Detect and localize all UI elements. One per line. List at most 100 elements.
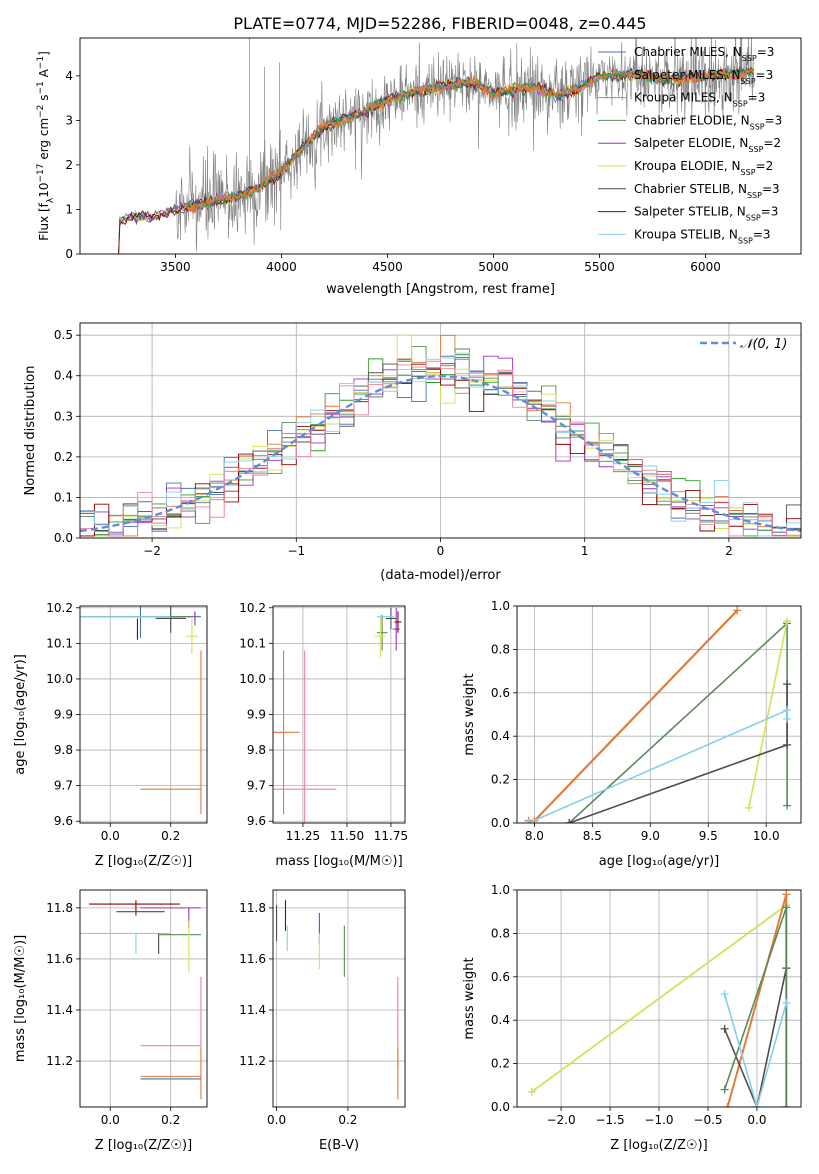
x-tick-label: 0.0	[267, 1113, 286, 1127]
legend-name: Salpeter MILES, N	[634, 68, 741, 82]
legend-tail: =3	[765, 113, 783, 127]
legend-tail: =2	[763, 136, 781, 150]
weight-series	[723, 993, 788, 1107]
legend-entry: Salpeter ELODIE, NSSP=2	[634, 136, 781, 154]
weight-marker	[782, 1103, 791, 1107]
y-tick-label: 0.0	[491, 816, 510, 830]
y-tick-label: 9.8	[54, 743, 73, 757]
plot-area	[116, 38, 755, 254]
panel-weight-vs-age: 8.0 8.5 9.0 9.5 10.0 0.0 0.2 0.4 0.6 0.8 1.0 age [l…	[462, 599, 802, 869]
weight-marker	[782, 890, 791, 899]
label-part: −17	[36, 164, 46, 183]
x-tick-label: 11.25	[286, 829, 320, 843]
label-part: ]	[37, 51, 51, 56]
x-tick-label: −1	[287, 544, 305, 558]
plot-area	[517, 890, 801, 1107]
axes-frame	[79, 37, 802, 255]
weight-marker	[565, 819, 574, 823]
y-tick-label: 9.8	[247, 743, 266, 757]
x-tick-label: 11.50	[330, 829, 364, 843]
legend-name: Chabrier ELODIE, N	[634, 113, 750, 127]
panel-mass-vs-Z: 0.0 0.2 11.2 11.4 11.6 11.8 Z [log₁₀(Z/Z☉)] mas…	[13, 889, 208, 1153]
weight-marker	[733, 606, 742, 615]
panel-residuals: −2 −1 0 1 2 0.0 0.1 0.2 0.3 0.4 0.5 (data-model)/er…	[23, 322, 802, 583]
x-tick-label: 10.0	[753, 829, 780, 843]
x-tick-label: 4000	[266, 260, 297, 274]
x-tick-label: 0	[437, 544, 445, 558]
y-tick-label: 11.6	[239, 952, 266, 966]
x-tick-label: 5500	[584, 260, 615, 274]
y-tick-label: 11.2	[46, 1054, 73, 1068]
x-axis-label: E(B-V)	[319, 1138, 359, 1153]
normal-curve	[80, 374, 801, 533]
legend-entry: Salpeter STELIB, NSSP=3	[634, 205, 778, 223]
panel-weight-vs-Z: −2.0 −1.5 −1.0 −0.5 0.0 0.0 0.2 0.4 0.6 0.8 1.0 Z […	[462, 883, 802, 1153]
y-tick-label: 9.9	[247, 708, 266, 722]
weight-marker	[783, 714, 792, 723]
x-tick-label: −1.5	[595, 1113, 624, 1127]
y-tick-label: 0.2	[491, 1057, 510, 1071]
legend-sub: SSP	[733, 99, 748, 108]
y-tick-label: 11.4	[46, 1003, 73, 1017]
legend-entry: Kroupa ELODIE, NSSP=2	[634, 159, 773, 177]
x-axis-label: Z [log₁₀(Z/Z☉)]	[95, 1138, 192, 1153]
panel-spectrum: 3500 4000 4500 5000 5500 6000 0 1 2 3 4 wavelength …	[36, 37, 802, 297]
x-tick-label: 11.75	[374, 829, 408, 843]
legend-tail: =2	[756, 159, 774, 173]
y-axis-label: mass [log₁₀(M/M☉)]	[13, 935, 28, 1062]
y-tick-label: 2	[65, 158, 73, 172]
y-tick-label: 11.8	[239, 901, 266, 915]
weight-marker	[783, 617, 792, 626]
y-tick-label: 0.4	[491, 729, 510, 743]
label-part: Flux [f	[37, 202, 51, 240]
x-tick-label: 0.0	[101, 1113, 120, 1127]
axes-frame	[516, 889, 802, 1108]
label-part: s	[37, 95, 51, 105]
label-part: A	[37, 68, 51, 81]
legend-sub: SSP	[742, 54, 757, 63]
weight-series	[748, 621, 788, 808]
x-tick-label: 0.2	[161, 829, 180, 843]
y-tick-label: 3	[65, 113, 73, 127]
y-tick-label: 1.0	[491, 599, 510, 613]
histogram-series	[80, 360, 801, 537]
plot-area	[517, 606, 801, 823]
y-tick-label: 0.0	[491, 1100, 510, 1114]
axes-frame	[272, 605, 406, 824]
weight-marker	[752, 1103, 761, 1107]
y-tick-label: 9.7	[54, 779, 73, 793]
y-tick-label: 10.2	[46, 601, 73, 615]
x-tick-label: 9.0	[641, 829, 660, 843]
legend-name: Kroupa MILES, N	[634, 91, 733, 105]
legend-sub: SSP	[741, 168, 756, 177]
y-tick-label: 1	[65, 202, 73, 216]
panel-mass-vs-EBV: 0.0 0.2 11.2 11.4 11.6 11.8 E(B-V)	[239, 889, 406, 1153]
figure-title: PLATE=0774, MJD=52286, FIBERID=0048, z=0…	[233, 14, 646, 33]
x-tick-label: 9.5	[699, 829, 718, 843]
x-axis-label: Z [log₁₀(Z/Z☉)]	[95, 854, 192, 869]
weight-marker	[720, 1024, 729, 1033]
weight-marker	[783, 706, 792, 715]
y-axis-label: mass weight	[462, 673, 477, 755]
legend-entry: 𝒩(0, 1)	[740, 337, 787, 352]
y-tick-label: 0	[65, 247, 73, 261]
y-tick-label: 11.6	[46, 952, 73, 966]
y-axis-label: Normed distribution	[23, 366, 38, 496]
panel-age-vs-Z: 0.0 0.2 9.6 9.7 9.8 9.9 10.0 10.1 10.2 Z [log₁₀(Z…	[13, 601, 208, 869]
legend-tail: =3	[753, 227, 771, 241]
legend-name: Chabrier STELIB, N	[634, 182, 747, 196]
legend-entry: Chabrier STELIB, NSSP=3	[634, 182, 780, 200]
y-tick-label: 9.9	[54, 708, 73, 722]
weight-marker	[783, 740, 792, 749]
plot-area	[80, 323, 801, 538]
legend-tail: =3	[761, 205, 779, 219]
y-tick-label: 0.2	[491, 773, 510, 787]
x-tick-label: 5000	[478, 260, 509, 274]
y-tick-label: 10.2	[239, 601, 266, 615]
y-tick-label: 0.5	[54, 328, 73, 342]
x-axis-label: mass [log₁₀(M/M☉)]	[275, 854, 402, 869]
x-tick-label: 0.2	[161, 1113, 180, 1127]
legend-sub: SSP	[748, 145, 763, 154]
weight-marker	[744, 803, 753, 812]
